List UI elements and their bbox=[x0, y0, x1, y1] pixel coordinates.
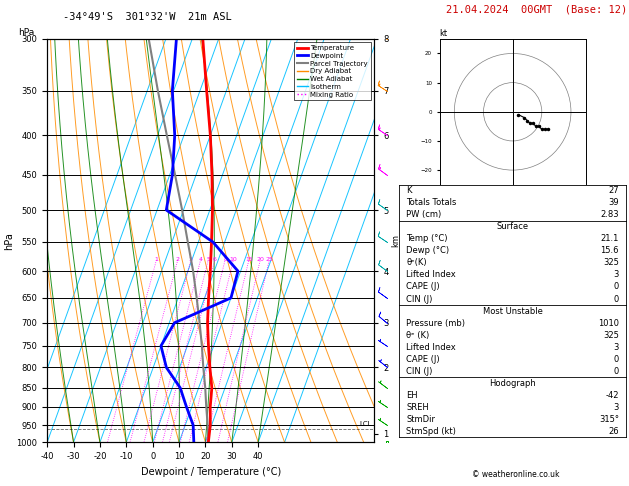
Text: © weatheronline.co.uk: © weatheronline.co.uk bbox=[472, 469, 560, 479]
Text: 315°: 315° bbox=[599, 415, 619, 424]
Text: PW (cm): PW (cm) bbox=[406, 210, 442, 219]
Text: 325: 325 bbox=[603, 330, 619, 340]
Text: kt: kt bbox=[440, 29, 448, 38]
Y-axis label: hPa: hPa bbox=[4, 232, 14, 249]
Text: Lifted Index: Lifted Index bbox=[406, 270, 456, 279]
Text: 325: 325 bbox=[603, 259, 619, 267]
Text: Totals Totals: Totals Totals bbox=[406, 198, 457, 207]
X-axis label: Dewpoint / Temperature (°C): Dewpoint / Temperature (°C) bbox=[141, 467, 281, 477]
Text: Dewp (°C): Dewp (°C) bbox=[406, 246, 449, 255]
Text: θᵉ(K): θᵉ(K) bbox=[406, 259, 427, 267]
Text: StmSpd (kt): StmSpd (kt) bbox=[406, 427, 456, 436]
Text: hPa: hPa bbox=[18, 28, 34, 37]
Text: Hodograph: Hodograph bbox=[489, 379, 536, 388]
Text: 26: 26 bbox=[608, 427, 619, 436]
Text: 4: 4 bbox=[199, 257, 203, 262]
Text: 21.1: 21.1 bbox=[601, 234, 619, 243]
Text: 5: 5 bbox=[206, 257, 210, 262]
Text: 3: 3 bbox=[189, 257, 193, 262]
Text: -42: -42 bbox=[606, 391, 619, 400]
Text: CIN (J): CIN (J) bbox=[406, 367, 433, 376]
Text: 0: 0 bbox=[614, 295, 619, 303]
Text: 0: 0 bbox=[614, 355, 619, 364]
Text: CAPE (J): CAPE (J) bbox=[406, 282, 440, 292]
Text: 1010: 1010 bbox=[598, 319, 619, 328]
Text: 2: 2 bbox=[175, 257, 180, 262]
Text: Pressure (mb): Pressure (mb) bbox=[406, 319, 465, 328]
Text: 0: 0 bbox=[614, 282, 619, 292]
Text: 8: 8 bbox=[223, 257, 227, 262]
Text: -34°49'S  301°32'W  21m ASL: -34°49'S 301°32'W 21m ASL bbox=[63, 12, 231, 22]
Text: 15.6: 15.6 bbox=[601, 246, 619, 255]
Text: 3: 3 bbox=[614, 343, 619, 352]
Text: Surface: Surface bbox=[496, 222, 529, 231]
Text: 0: 0 bbox=[614, 367, 619, 376]
Text: 21.04.2024  00GMT  (Base: 12): 21.04.2024 00GMT (Base: 12) bbox=[447, 5, 628, 15]
Text: Most Unstable: Most Unstable bbox=[482, 307, 543, 315]
Text: 15: 15 bbox=[245, 257, 253, 262]
Text: 20: 20 bbox=[257, 257, 264, 262]
Text: Mixing Ratio (g/kg): Mixing Ratio (g/kg) bbox=[404, 208, 410, 274]
Text: 2.83: 2.83 bbox=[601, 210, 619, 219]
Text: θᵉ (K): θᵉ (K) bbox=[406, 330, 430, 340]
Text: 3: 3 bbox=[614, 403, 619, 412]
Text: CIN (J): CIN (J) bbox=[406, 295, 433, 303]
Text: 3: 3 bbox=[614, 270, 619, 279]
Text: StmDir: StmDir bbox=[406, 415, 435, 424]
Y-axis label: km
ASL: km ASL bbox=[391, 233, 411, 248]
Text: 27: 27 bbox=[608, 186, 619, 195]
Text: 1: 1 bbox=[155, 257, 159, 262]
Text: 6: 6 bbox=[213, 257, 217, 262]
Text: CAPE (J): CAPE (J) bbox=[406, 355, 440, 364]
Text: EH: EH bbox=[406, 391, 418, 400]
Text: Temp (°C): Temp (°C) bbox=[406, 234, 448, 243]
Text: SREH: SREH bbox=[406, 403, 429, 412]
Text: K: K bbox=[406, 186, 412, 195]
Text: LCL: LCL bbox=[359, 421, 372, 427]
Text: 10: 10 bbox=[230, 257, 237, 262]
Legend: Temperature, Dewpoint, Parcel Trajectory, Dry Adiabat, Wet Adiabat, Isotherm, Mi: Temperature, Dewpoint, Parcel Trajectory… bbox=[294, 42, 370, 100]
Text: 25: 25 bbox=[265, 257, 273, 262]
Text: Lifted Index: Lifted Index bbox=[406, 343, 456, 352]
Text: 39: 39 bbox=[608, 198, 619, 207]
